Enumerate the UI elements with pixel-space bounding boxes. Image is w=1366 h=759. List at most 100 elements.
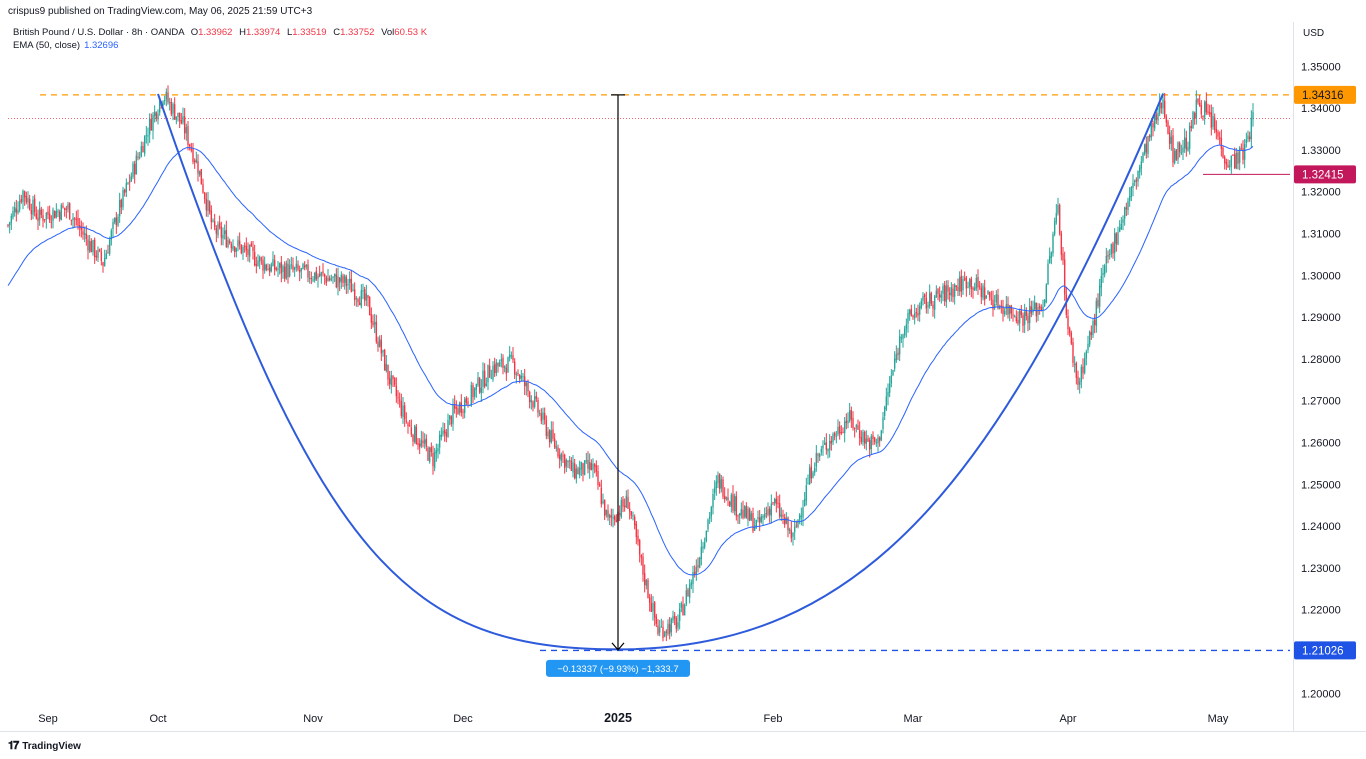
high-label: H: [239, 27, 246, 38]
candle-up: [1188, 126, 1191, 149]
candle-up: [802, 507, 804, 518]
candle-up: [1003, 310, 1006, 315]
candle-up: [702, 546, 704, 549]
candle-down: [1165, 116, 1168, 123]
candle-down: [245, 245, 248, 251]
candle-up: [308, 278, 311, 280]
volume-label: Vol: [381, 27, 395, 38]
candle-down: [210, 210, 213, 223]
candle-down: [372, 321, 374, 326]
candle-down: [75, 219, 78, 221]
tradingview-logo-text: TradingView: [22, 741, 81, 752]
candle-down: [478, 378, 481, 393]
candle-down: [675, 618, 678, 629]
candle-down: [668, 624, 671, 634]
candle-up: [1095, 300, 1098, 327]
candle-up: [805, 485, 808, 501]
candle-down: [262, 259, 264, 271]
candle-down: [1213, 117, 1216, 130]
candle-up: [1057, 205, 1059, 214]
candle-up: [305, 264, 308, 267]
candle-up: [12, 211, 14, 218]
candle-down: [963, 278, 966, 280]
candle-up: [390, 375, 393, 386]
candle-down: [225, 229, 228, 247]
candle-down: [548, 430, 551, 443]
candle-up: [565, 459, 568, 467]
candle-down: [102, 262, 104, 266]
candle-up: [585, 460, 588, 462]
ema-legend[interactable]: EMA (50, close) 1.32696: [13, 40, 118, 51]
candle-down: [682, 604, 684, 616]
candle-up: [1052, 234, 1054, 254]
candle-down: [768, 508, 771, 515]
candle-up: [927, 305, 929, 308]
candle-down: [273, 260, 276, 270]
candle-up: [835, 435, 838, 437]
candle-down: [1232, 154, 1234, 156]
candle-down: [1000, 305, 1003, 307]
candle-down: [457, 408, 459, 414]
candle-up: [798, 514, 801, 520]
candle-down: [497, 362, 499, 367]
candle-down: [1233, 154, 1236, 169]
candle-up: [792, 532, 794, 537]
candle-down: [455, 407, 458, 409]
candle-down: [65, 208, 68, 210]
candle-up: [1138, 167, 1141, 173]
support-price-tag-text: 1.21026: [1302, 645, 1344, 657]
candle-up: [538, 413, 541, 415]
currency-label[interactable]: USD: [1303, 28, 1325, 39]
volume-value: 60.53 K: [394, 27, 428, 38]
measure-label-box: [546, 659, 690, 677]
candle-down: [1152, 123, 1154, 128]
candle-up: [152, 114, 154, 131]
candle-up: [1105, 255, 1108, 264]
candle-down: [838, 425, 841, 434]
symbol-name[interactable]: British Pound / U.S. Dollar · 8h · OANDA: [13, 27, 185, 38]
candle-up: [1212, 116, 1214, 127]
candle-up: [1173, 150, 1176, 164]
candle-up: [140, 145, 143, 157]
candle-up: [890, 375, 893, 384]
candle-down: [540, 413, 543, 422]
candle-down: [597, 471, 599, 486]
candle-up: [1053, 221, 1056, 235]
candle-up: [958, 277, 961, 292]
candle-down: [62, 206, 64, 208]
price-tick-label: 1.32000: [1301, 187, 1341, 199]
candle-up: [962, 279, 964, 291]
candle-down: [80, 226, 83, 230]
candle-up: [755, 519, 758, 527]
candle-up: [815, 453, 818, 467]
candle-up: [953, 284, 956, 297]
candle-down: [1010, 305, 1013, 314]
candle-up: [302, 263, 304, 270]
candle-up: [753, 525, 756, 531]
candle-up: [258, 256, 261, 262]
candle-up: [362, 290, 364, 292]
candle-up: [1122, 219, 1124, 223]
candle-down: [220, 226, 223, 238]
candle-down: [445, 432, 448, 437]
candle-up: [967, 286, 969, 288]
candle-up: [130, 176, 133, 182]
candle-down: [255, 264, 258, 266]
candle-up: [982, 285, 984, 298]
candle-down: [183, 116, 186, 134]
price-tick-label: 1.26000: [1301, 438, 1341, 450]
tradingview-logo[interactable]: 𝟏𝟕 TradingView: [8, 740, 81, 753]
candle-up: [495, 362, 498, 374]
candle-down: [392, 375, 394, 380]
candle-up: [1133, 180, 1136, 183]
candle-up: [1048, 256, 1051, 263]
candle-down: [810, 466, 813, 479]
candle-up: [463, 399, 466, 413]
candle-up: [855, 425, 858, 428]
candle-down: [1017, 319, 1019, 324]
candle-down: [1240, 148, 1243, 150]
candle-up: [1252, 111, 1254, 120]
candle-up: [903, 328, 906, 336]
price-tick-label: 1.33000: [1301, 145, 1341, 157]
